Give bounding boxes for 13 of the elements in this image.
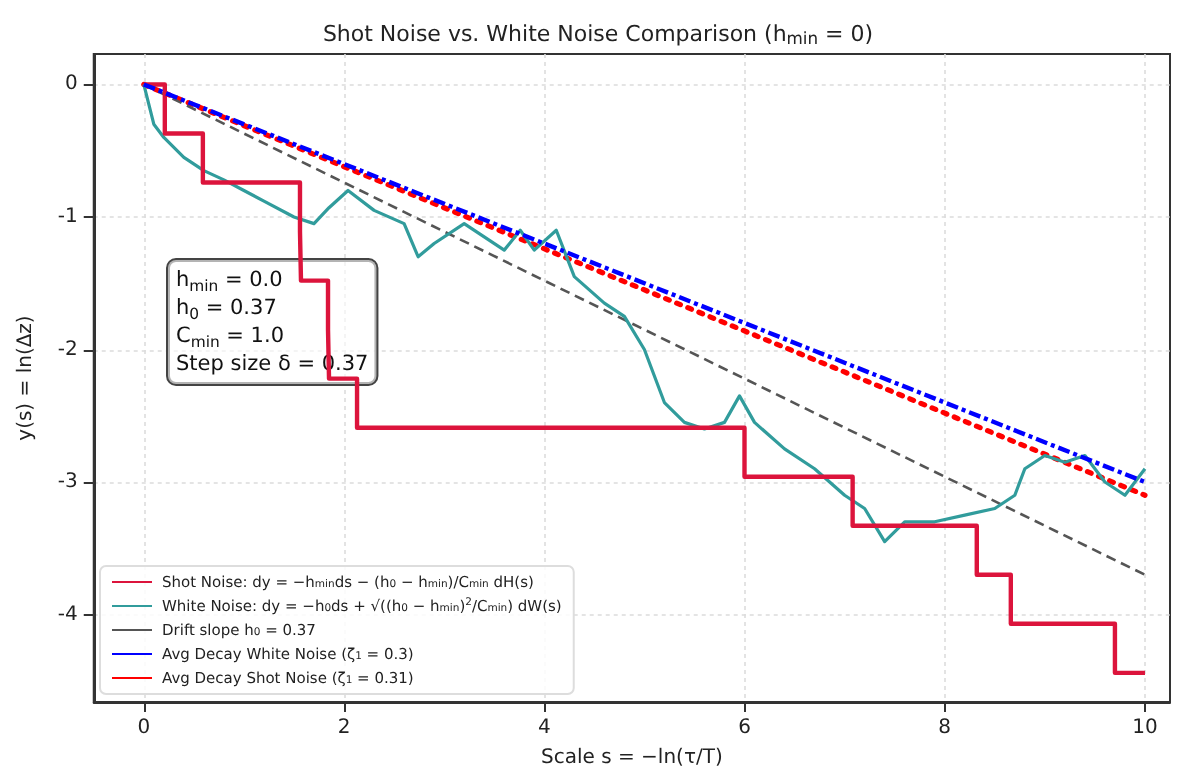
x-tick-label: 0 [137, 717, 151, 739]
x-tick-label: 4 [537, 717, 551, 739]
y-tick-label: -4 [57, 603, 78, 626]
x-tick-label: 10 [1132, 717, 1158, 739]
y-tick-label: -3 [57, 471, 78, 494]
x-tick-label: 2 [337, 717, 351, 739]
y-tick-label: -1 [57, 205, 78, 228]
y-axis-title: y(s) = ln(Δz) [15, 315, 37, 441]
y-tick-label: 0 [64, 73, 78, 96]
y-tick-label: -2 [57, 338, 78, 361]
x-tick-label: 8 [938, 717, 952, 739]
x-axis-title: Scale s = −ln(τ/T) [541, 746, 723, 769]
x-tick-label: 6 [738, 717, 751, 739]
